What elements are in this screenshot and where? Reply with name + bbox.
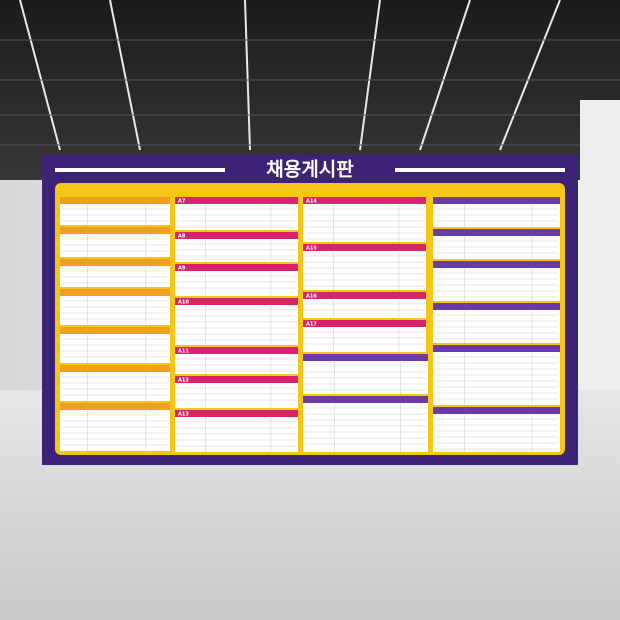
card-code: A16 bbox=[306, 294, 317, 300]
card-header bbox=[175, 376, 298, 383]
card-header bbox=[433, 345, 560, 352]
card-header bbox=[303, 197, 426, 204]
card-header bbox=[175, 410, 298, 417]
card-code: A15 bbox=[306, 246, 317, 252]
card-code: A13 bbox=[178, 412, 189, 418]
ceiling-lights bbox=[19, 0, 561, 151]
title-rule bbox=[395, 168, 565, 172]
card-header bbox=[60, 259, 170, 266]
card-header bbox=[175, 347, 298, 354]
card-code: A12 bbox=[178, 378, 189, 384]
window bbox=[580, 100, 620, 400]
ceiling-grid bbox=[0, 39, 620, 146]
card-code: A8 bbox=[178, 234, 186, 240]
card-header bbox=[175, 264, 298, 271]
card-header bbox=[175, 298, 298, 305]
card bbox=[175, 298, 298, 345]
card-header bbox=[433, 407, 560, 414]
card-header bbox=[60, 403, 170, 410]
card-header bbox=[303, 320, 426, 327]
card-header bbox=[303, 244, 426, 251]
card-header bbox=[433, 261, 560, 268]
card-code: A14 bbox=[306, 199, 317, 205]
card bbox=[433, 407, 560, 452]
card-header bbox=[433, 303, 560, 310]
card-code: A17 bbox=[306, 322, 317, 328]
card bbox=[303, 396, 428, 452]
card-header bbox=[175, 197, 298, 204]
card-header bbox=[303, 292, 426, 299]
card-code: A10 bbox=[178, 300, 189, 306]
card-code: A11 bbox=[178, 349, 189, 355]
card-header bbox=[303, 396, 428, 403]
card-code: A7 bbox=[178, 199, 186, 205]
card-header bbox=[60, 227, 170, 234]
card-header bbox=[433, 197, 560, 204]
board-title: 채용게시판 bbox=[266, 159, 354, 181]
card-header bbox=[60, 365, 170, 372]
card-header bbox=[433, 229, 560, 236]
title-rule bbox=[55, 168, 225, 172]
card bbox=[303, 197, 426, 242]
card-header bbox=[303, 354, 428, 361]
card-header bbox=[60, 289, 170, 296]
card-header bbox=[60, 197, 170, 204]
card-code: A9 bbox=[178, 266, 186, 272]
card bbox=[303, 244, 426, 290]
card-header bbox=[175, 232, 298, 239]
card-header bbox=[60, 327, 170, 334]
